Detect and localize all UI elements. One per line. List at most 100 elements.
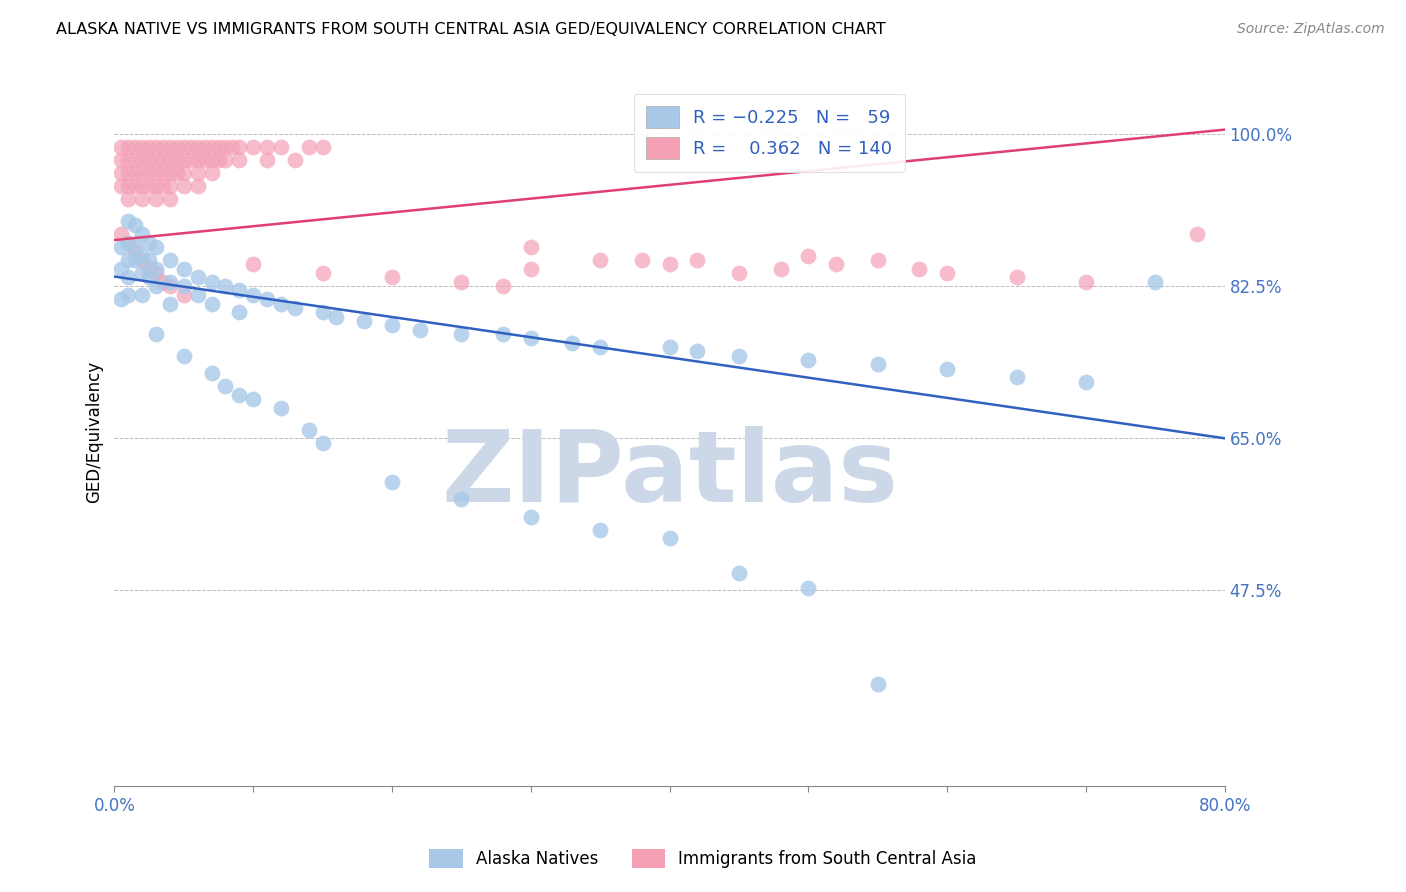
- Point: [187, 270, 209, 285]
- Point: [180, 153, 202, 167]
- Point: [117, 140, 139, 154]
- Point: [228, 284, 250, 298]
- Text: ZIPatlas: ZIPatlas: [441, 425, 898, 523]
- Point: [797, 581, 820, 595]
- Point: [117, 214, 139, 228]
- Point: [124, 166, 146, 180]
- Point: [409, 323, 432, 337]
- Point: [131, 249, 153, 263]
- Point: [117, 192, 139, 206]
- Point: [173, 166, 195, 180]
- Point: [159, 275, 181, 289]
- Point: [200, 366, 222, 380]
- Point: [589, 340, 612, 354]
- Point: [520, 509, 543, 524]
- Point: [187, 179, 209, 194]
- Point: [1144, 275, 1167, 289]
- Legend: Alaska Natives, Immigrants from South Central Asia: Alaska Natives, Immigrants from South Ce…: [423, 842, 983, 875]
- Point: [152, 179, 174, 194]
- Point: [325, 310, 347, 324]
- Point: [124, 240, 146, 254]
- Point: [110, 261, 132, 276]
- Point: [131, 192, 153, 206]
- Point: [284, 301, 307, 315]
- Point: [138, 235, 160, 250]
- Legend: R = −0.225   N =   59, R =    0.362   N = 140: R = −0.225 N = 59, R = 0.362 N = 140: [634, 94, 905, 172]
- Point: [110, 153, 132, 167]
- Point: [200, 166, 222, 180]
- Point: [145, 166, 167, 180]
- Point: [131, 166, 153, 180]
- Point: [242, 288, 264, 302]
- Point: [797, 249, 820, 263]
- Point: [173, 279, 195, 293]
- Point: [131, 179, 153, 194]
- Point: [825, 257, 848, 271]
- Point: [131, 288, 153, 302]
- Point: [117, 179, 139, 194]
- Point: [1074, 275, 1097, 289]
- Point: [110, 227, 132, 241]
- Point: [187, 166, 209, 180]
- Point: [1005, 270, 1028, 285]
- Point: [228, 388, 250, 402]
- Point: [200, 140, 222, 154]
- Point: [152, 153, 174, 167]
- Point: [630, 253, 652, 268]
- Point: [214, 140, 236, 154]
- Point: [138, 261, 160, 276]
- Point: [124, 153, 146, 167]
- Point: [256, 292, 278, 306]
- Point: [242, 392, 264, 407]
- Point: [110, 140, 132, 154]
- Point: [381, 318, 404, 333]
- Point: [117, 235, 139, 250]
- Point: [138, 270, 160, 285]
- Point: [138, 140, 160, 154]
- Point: [589, 523, 612, 537]
- Point: [450, 492, 472, 507]
- Point: [152, 166, 174, 180]
- Point: [381, 475, 404, 489]
- Point: [159, 296, 181, 310]
- Point: [117, 166, 139, 180]
- Point: [173, 179, 195, 194]
- Point: [381, 270, 404, 285]
- Point: [145, 266, 167, 280]
- Point: [492, 326, 515, 341]
- Point: [228, 305, 250, 319]
- Point: [131, 227, 153, 241]
- Point: [561, 335, 583, 350]
- Point: [159, 140, 181, 154]
- Point: [520, 331, 543, 345]
- Point: [117, 153, 139, 167]
- Point: [1005, 370, 1028, 384]
- Point: [214, 153, 236, 167]
- Point: [117, 235, 139, 250]
- Point: [492, 279, 515, 293]
- Y-axis label: GED/Equivalency: GED/Equivalency: [86, 360, 103, 503]
- Point: [166, 140, 188, 154]
- Point: [270, 296, 292, 310]
- Point: [124, 253, 146, 268]
- Point: [187, 288, 209, 302]
- Point: [936, 266, 959, 280]
- Point: [124, 219, 146, 233]
- Point: [110, 240, 132, 254]
- Point: [311, 140, 333, 154]
- Point: [658, 257, 681, 271]
- Point: [117, 253, 139, 268]
- Point: [311, 305, 333, 319]
- Point: [187, 140, 209, 154]
- Point: [173, 288, 195, 302]
- Point: [728, 566, 751, 580]
- Point: [138, 166, 160, 180]
- Point: [110, 179, 132, 194]
- Point: [214, 279, 236, 293]
- Point: [256, 153, 278, 167]
- Point: [200, 296, 222, 310]
- Point: [207, 153, 229, 167]
- Point: [152, 140, 174, 154]
- Point: [298, 423, 321, 437]
- Point: [866, 676, 889, 690]
